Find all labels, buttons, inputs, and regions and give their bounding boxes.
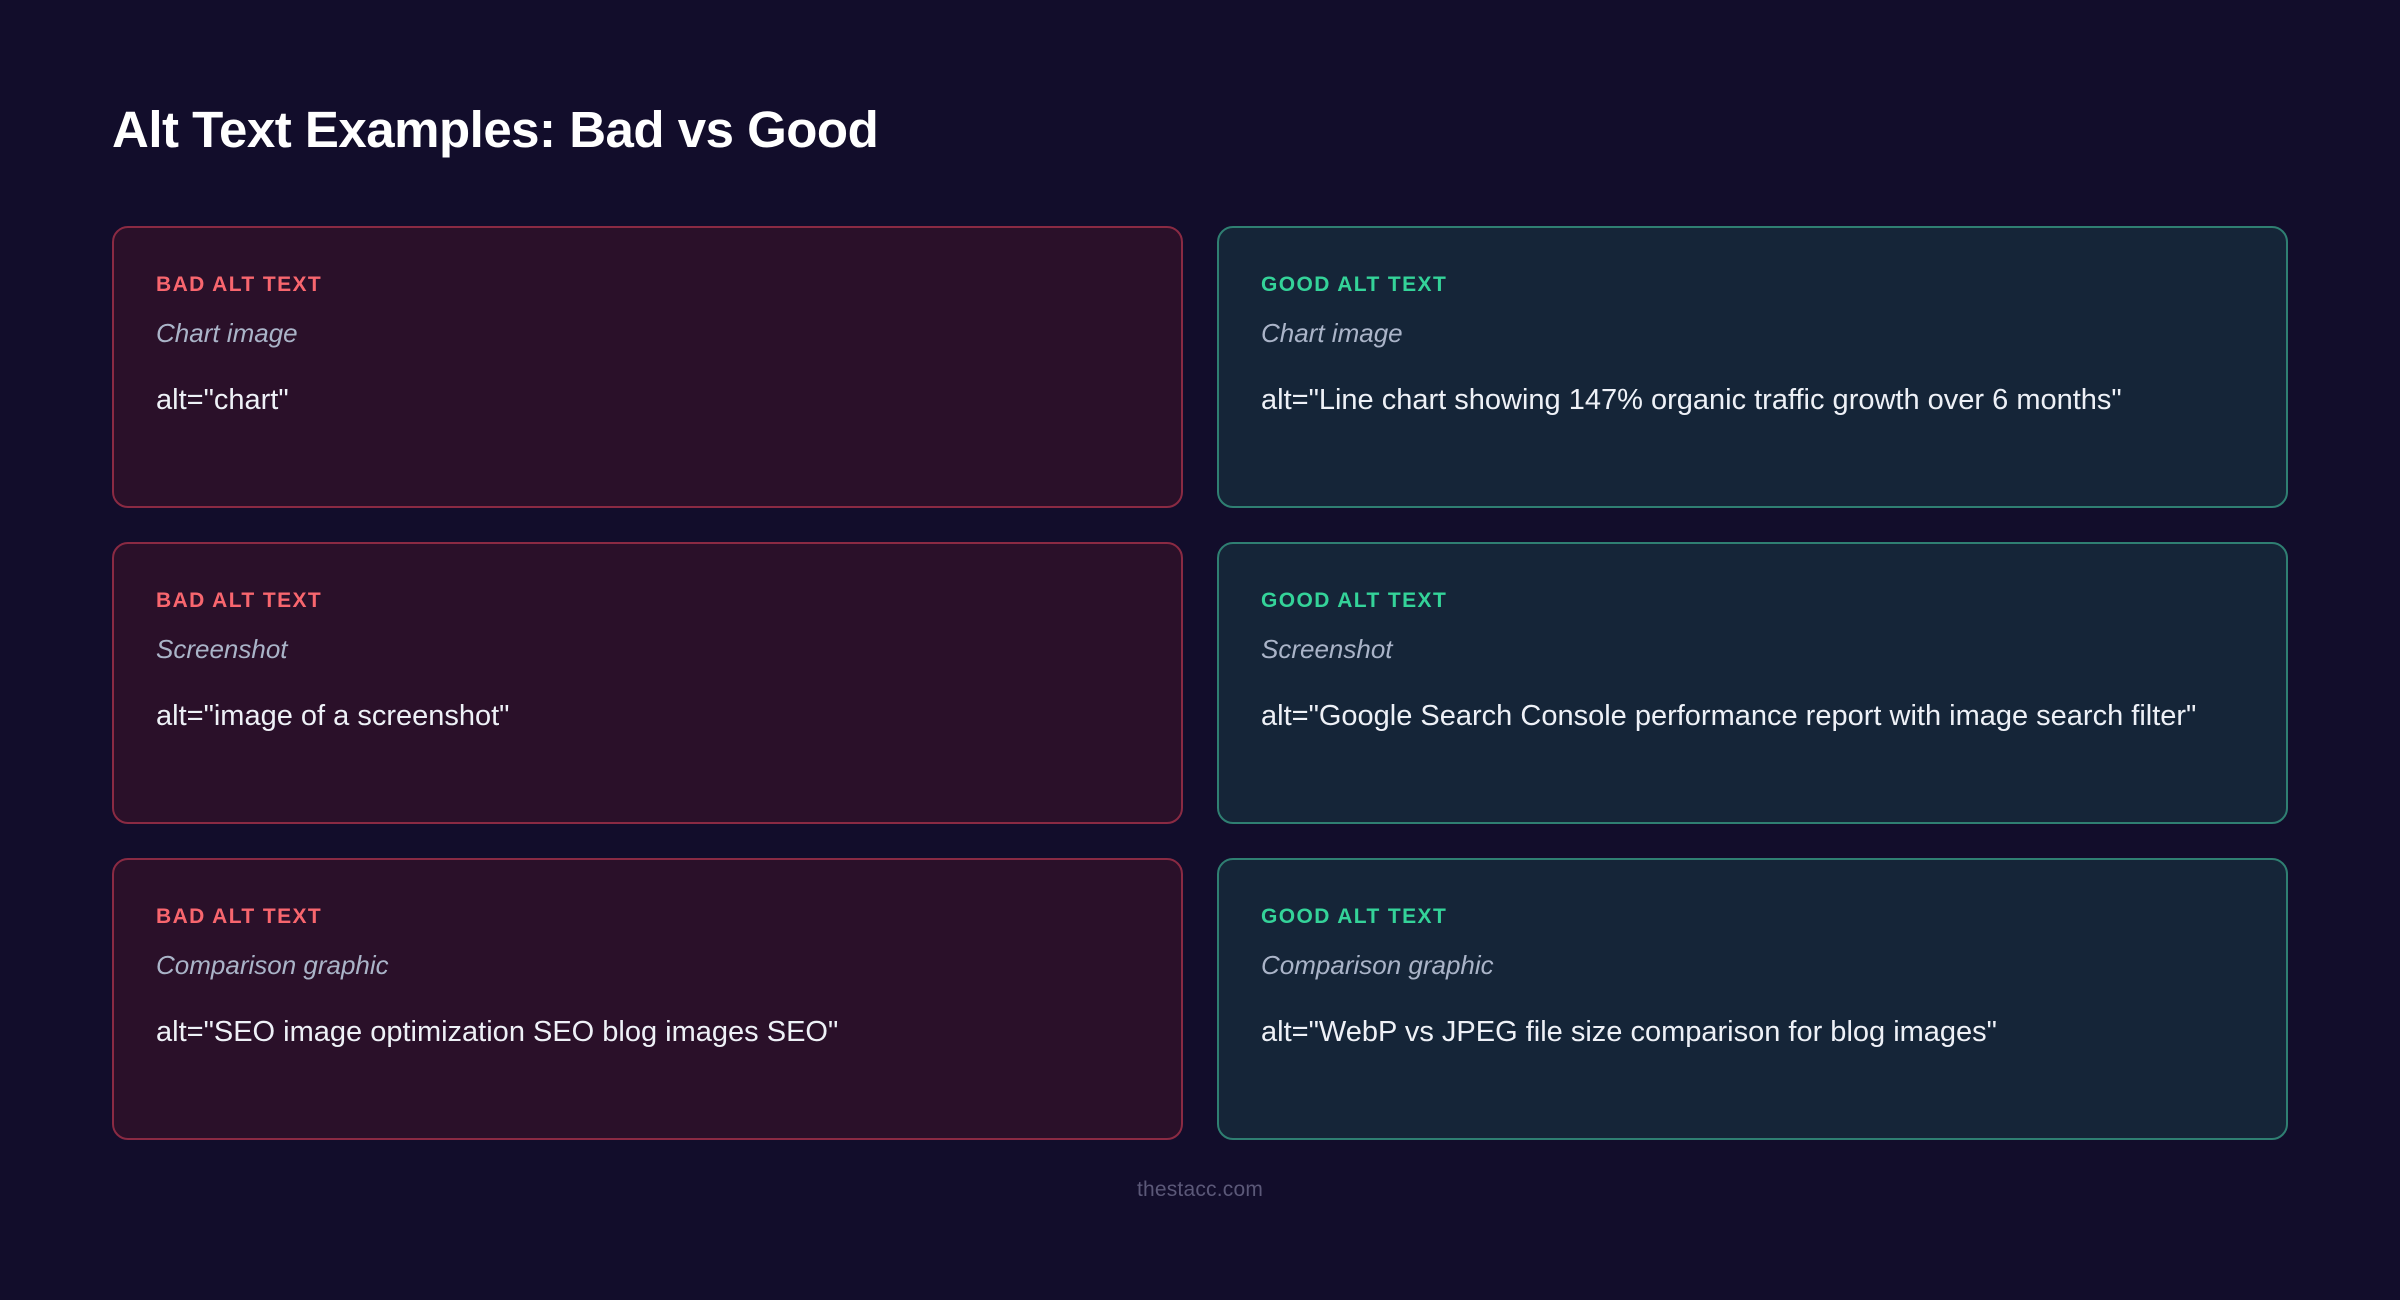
bad-alt-text-card: BAD ALT TEXT Chart image alt="chart" — [112, 226, 1183, 509]
bad-alt-text-card: BAD ALT TEXT Screenshot alt="image of a … — [112, 542, 1183, 825]
bad-alt-text-card: BAD ALT TEXT Comparison graphic alt="SEO… — [112, 858, 1183, 1141]
card-label-good: GOOD ALT TEXT — [1261, 905, 1448, 929]
good-alt-text-card: GOOD ALT TEXT Chart image alt="Line char… — [1217, 226, 2288, 509]
card-label-good: GOOD ALT TEXT — [1261, 589, 1448, 613]
card-caption: Chart image — [156, 318, 298, 349]
card-caption: Comparison graphic — [1261, 950, 1494, 981]
card-alt-code: alt="Line chart showing 147% organic tra… — [1261, 384, 2122, 417]
card-label-good: GOOD ALT TEXT — [1261, 273, 1448, 297]
card-caption: Screenshot — [156, 634, 288, 665]
footer-watermark: thestacc.com — [1136, 1178, 1264, 1201]
good-alt-text-card: GOOD ALT TEXT Screenshot alt="Google Sea… — [1217, 542, 2288, 825]
card-label-bad: BAD ALT TEXT — [156, 905, 323, 929]
card-alt-code: alt="SEO image optimization SEO blog ima… — [156, 1016, 839, 1049]
card-label-bad: BAD ALT TEXT — [156, 589, 323, 613]
card-alt-code: alt="image of a screenshot" — [156, 700, 510, 733]
card-label-bad: BAD ALT TEXT — [156, 273, 323, 297]
card-caption: Screenshot — [1261, 634, 1393, 665]
card-alt-code: alt="Google Search Console performance r… — [1261, 700, 2197, 733]
card-alt-code: alt="WebP vs JPEG file size comparison f… — [1261, 1016, 1997, 1049]
page-title: Alt Text Examples: Bad vs Good — [112, 101, 879, 158]
card-caption: Comparison graphic — [156, 950, 389, 981]
card-caption: Chart image — [1261, 318, 1403, 349]
card-alt-code: alt="chart" — [156, 384, 289, 417]
good-alt-text-card: GOOD ALT TEXT Comparison graphic alt="We… — [1217, 858, 2288, 1141]
examples-grid: BAD ALT TEXT Chart image alt="chart" GOO… — [112, 226, 2288, 1141]
